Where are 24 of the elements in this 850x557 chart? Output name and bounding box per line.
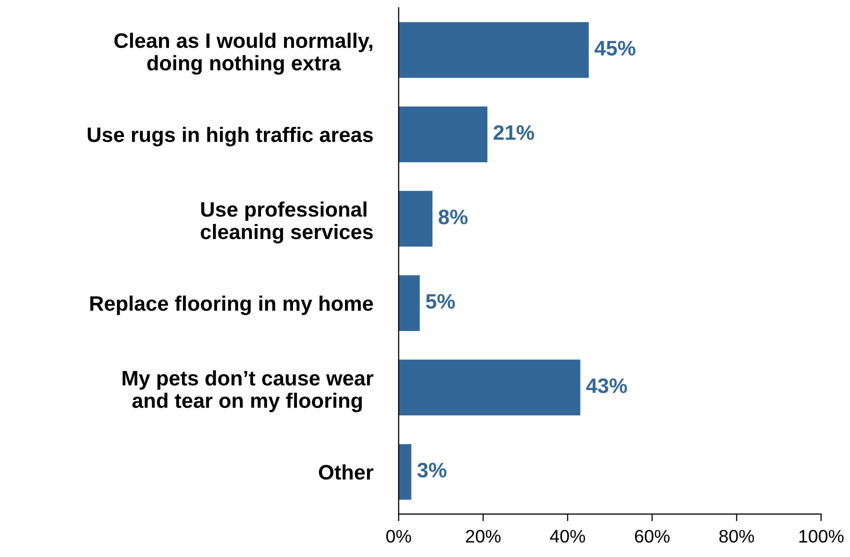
bar (398, 360, 580, 416)
bar (398, 22, 589, 78)
x-tick-label: 20% (466, 530, 501, 543)
x-tick-label: 60% (634, 530, 670, 543)
data-label: 43% (586, 378, 628, 394)
data-label: 45% (594, 40, 636, 56)
y-tick-label: Use professional cleaning services (200, 202, 373, 244)
bar (398, 275, 420, 331)
y-tick-label: Use rugs in high traffic areas (88, 126, 373, 146)
bar (398, 444, 412, 500)
y-tick-label: Replace flooring in my home (90, 296, 373, 316)
x-tick-label: 40% (550, 530, 586, 543)
y-tick-label: Clean as I would normally, doing nothing extra (114, 32, 372, 75)
data-label: 5% (426, 294, 455, 309)
bar (398, 106, 488, 162)
x-tick-label: 80% (719, 530, 754, 543)
x-tick-label: 0% (386, 530, 412, 543)
y-tick-label: Other (318, 464, 374, 480)
y-tick-label: My pets don’t cause wear and tear on my flooring (122, 370, 374, 412)
data-label: 8% (438, 210, 468, 224)
data-label: 3% (417, 462, 446, 478)
data-label: 21% (494, 125, 534, 140)
bar (398, 190, 432, 247)
x-tick-label: 100% (799, 530, 844, 543)
